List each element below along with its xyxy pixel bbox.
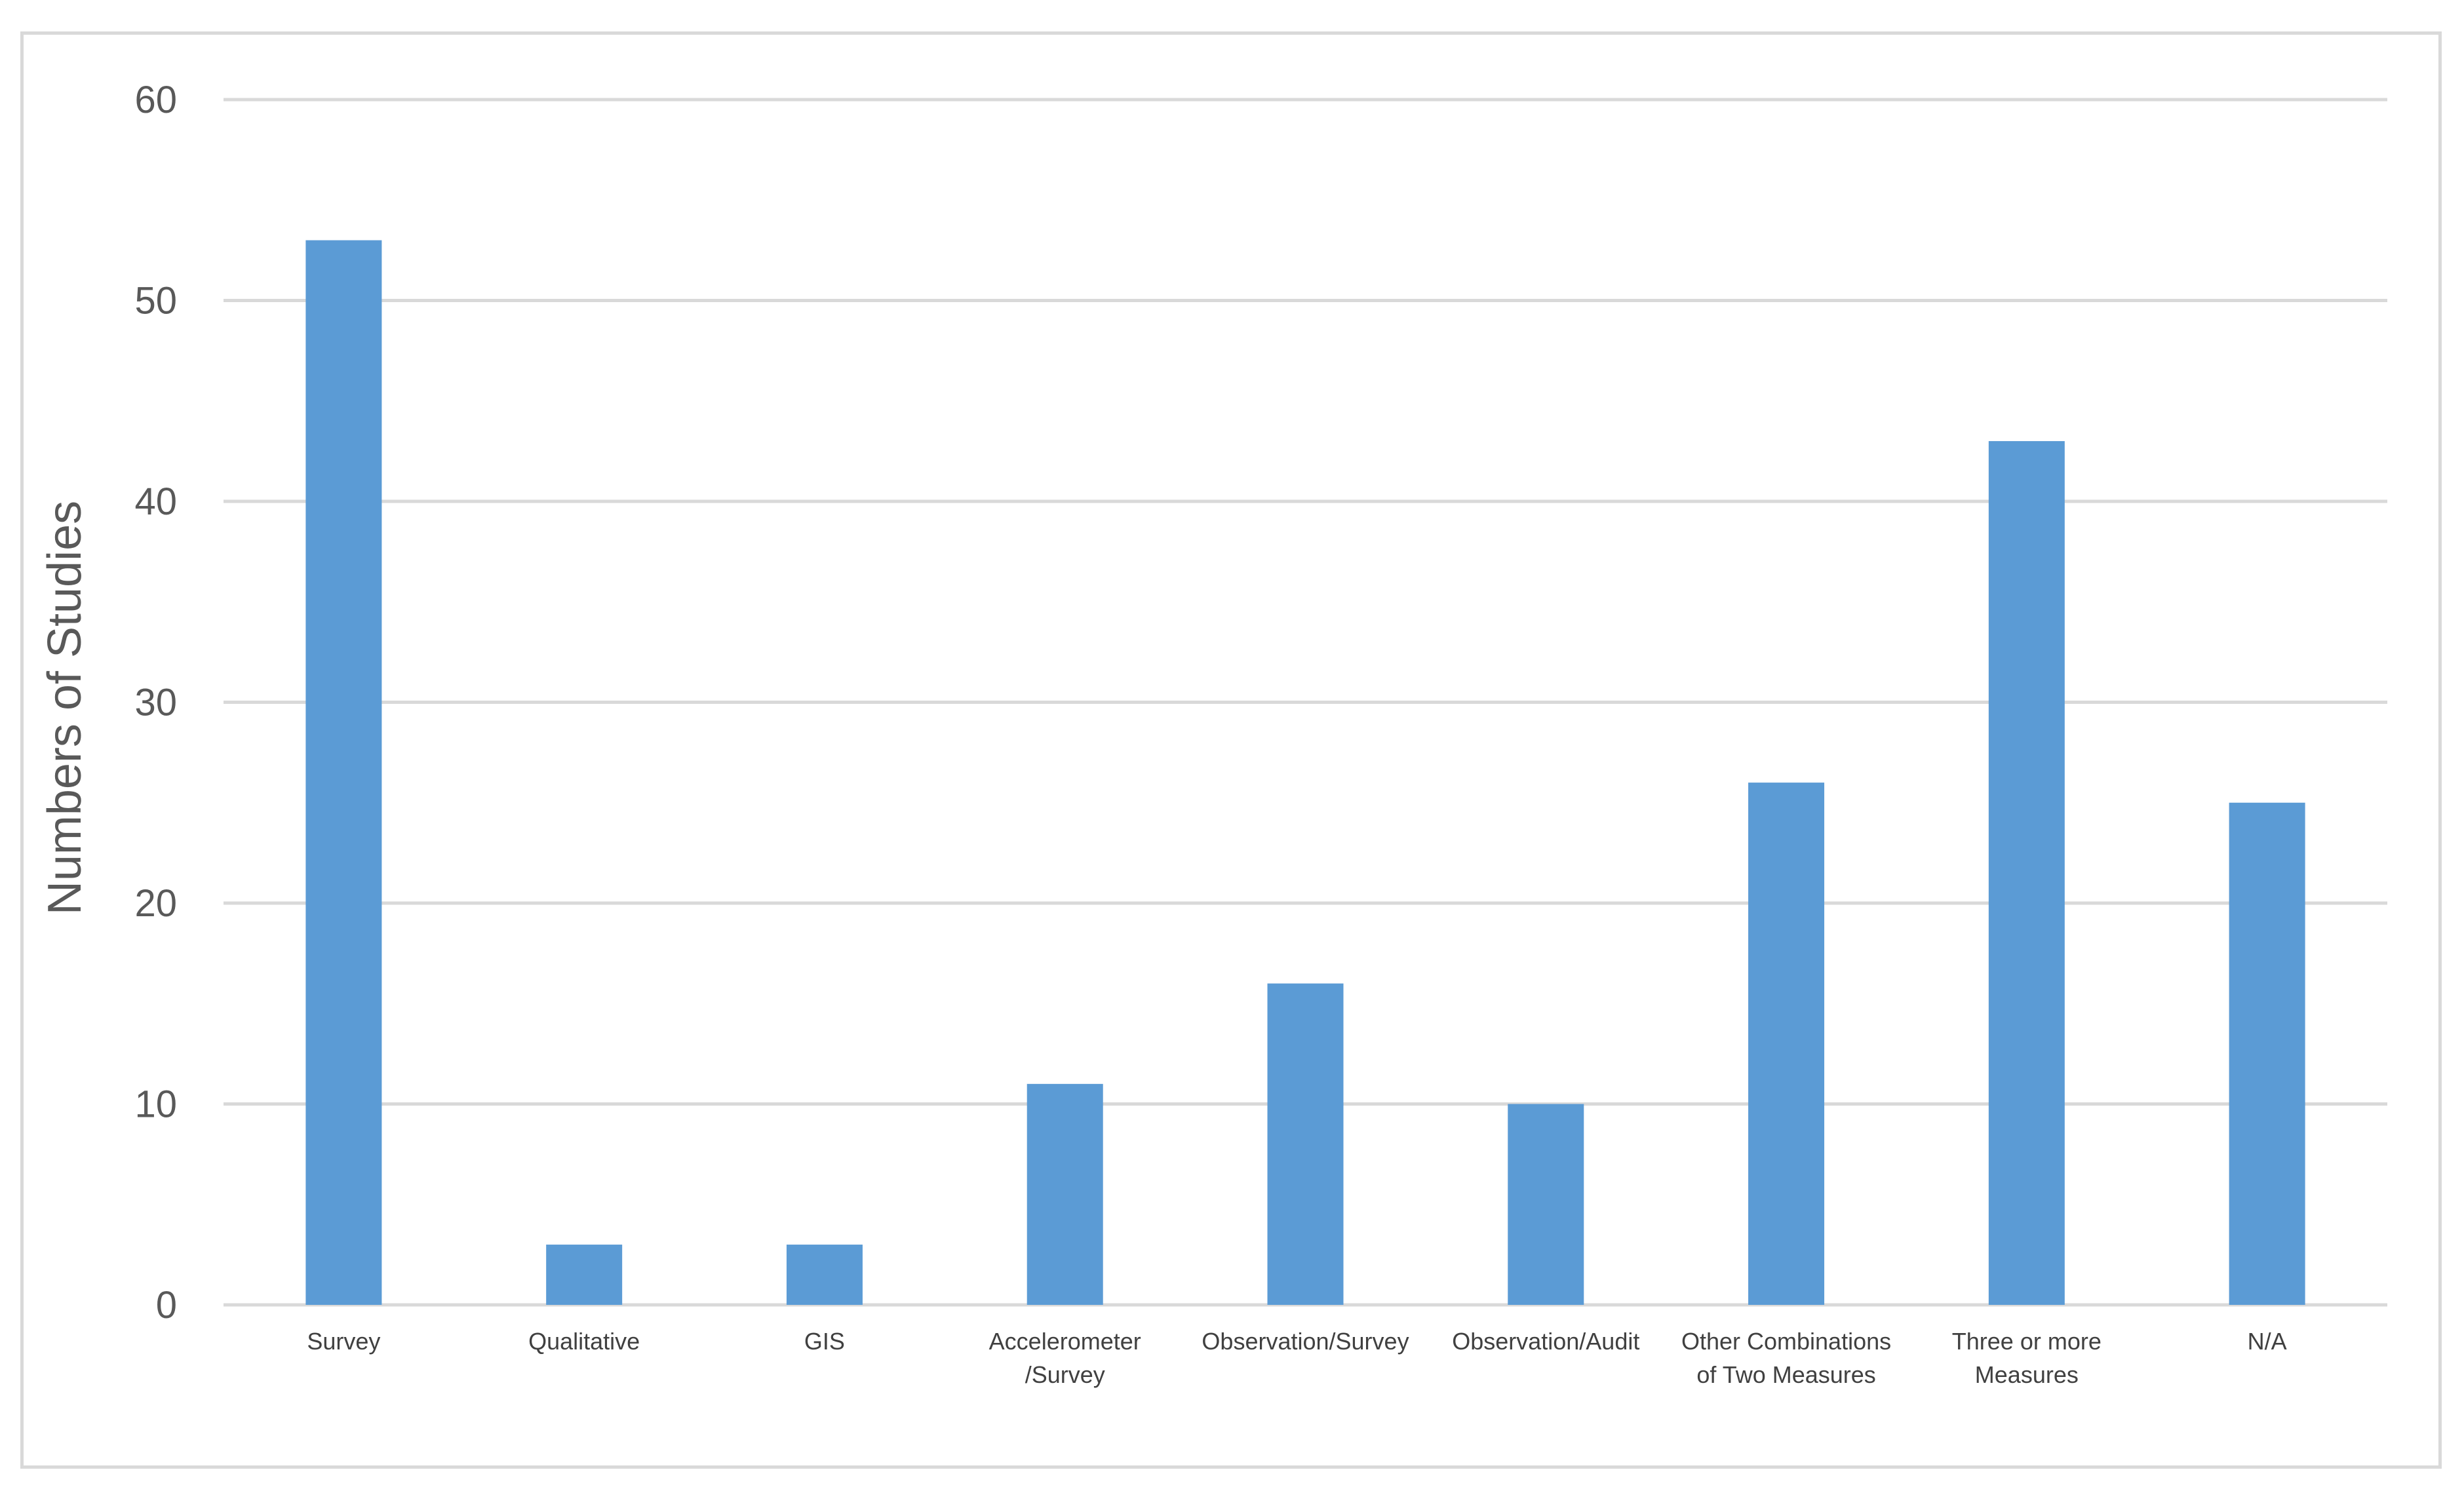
x-tick-label-line: GIS [804, 1328, 845, 1355]
x-tick-label-line: /Survey [1025, 1361, 1105, 1388]
x-tick-label-line: Accelerometer [989, 1328, 1141, 1355]
x-tick-label-line: Measures [1975, 1361, 2079, 1388]
x-tick-label: Observation/Survey [1202, 1328, 1409, 1355]
x-tick-label: Qualitative [528, 1328, 640, 1355]
bar [786, 1245, 863, 1305]
bars [305, 240, 2305, 1305]
y-tick-label: 10 [134, 1083, 177, 1126]
x-tick-label-line: Survey [307, 1328, 380, 1355]
y-tick-label: 50 [134, 280, 177, 322]
bar [1027, 1083, 1103, 1305]
x-tick-label-line: Observation/Audit [1452, 1328, 1639, 1355]
y-tick-label: 20 [134, 882, 177, 925]
x-tick-label-line: Qualitative [528, 1328, 640, 1355]
y-tick-label: 60 [134, 79, 177, 121]
x-tick-label: Accelerometer/Survey [989, 1328, 1141, 1388]
bar [1748, 783, 1825, 1305]
x-axis-ticks: Survey Qualitative GIS Accelerometer/Survey… [307, 1328, 2286, 1388]
x-tick-label: Observation/Audit [1452, 1328, 1639, 1355]
x-tick-label-line: Three or more [1952, 1328, 2102, 1355]
y-axis-label: Numbers of Studies [39, 501, 91, 915]
bar [1988, 441, 2065, 1305]
x-tick-label-line: of Two Measures [1696, 1361, 1875, 1388]
bar [2229, 802, 2305, 1305]
x-tick-label: Other Combinations of Two Measures [1681, 1328, 1891, 1388]
x-tick-label: GIS [804, 1328, 845, 1355]
bar [546, 1245, 623, 1305]
x-tick-label: N/A [2248, 1328, 2287, 1355]
y-axis-ticks: 0 10 20 30 40 50 60 [134, 79, 177, 1326]
y-tick-label: 40 [134, 480, 177, 523]
x-tick-label: Three or more Measures [1952, 1328, 2102, 1388]
bar [1267, 983, 1344, 1305]
x-tick-label-line: Other Combinations [1681, 1328, 1891, 1355]
x-tick-label: Survey [307, 1328, 380, 1355]
y-tick-label: 0 [156, 1284, 177, 1326]
x-tick-label-line: Observation/Survey [1202, 1328, 1409, 1355]
bar [305, 240, 382, 1305]
y-tick-label: 30 [134, 682, 177, 724]
x-tick-label-line: N/A [2248, 1328, 2287, 1355]
bar [1508, 1104, 1584, 1305]
